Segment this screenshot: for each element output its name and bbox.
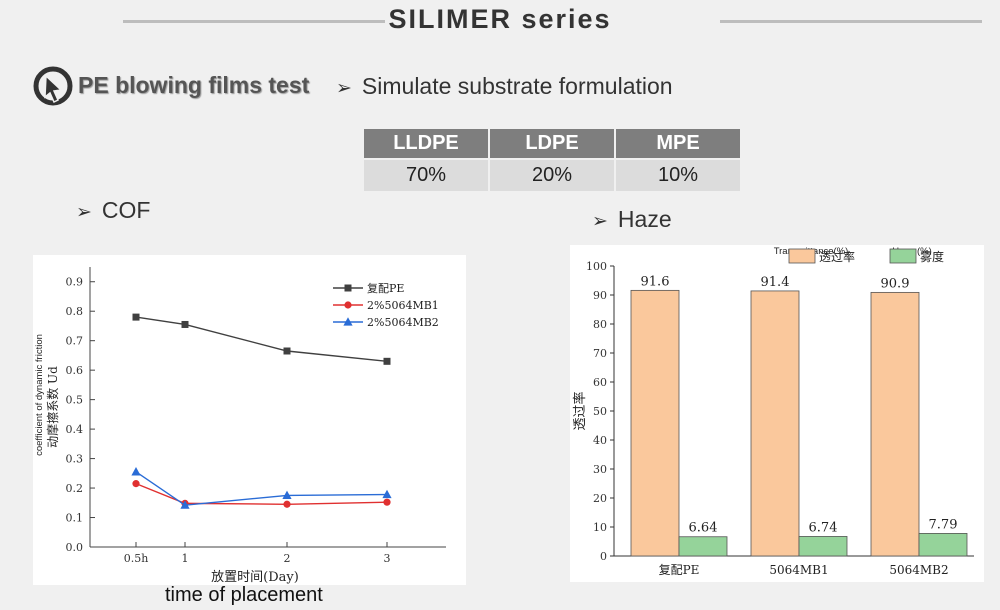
table-header-cell: LLDPE xyxy=(364,129,488,158)
y-tick-label: 0.0 xyxy=(66,541,84,554)
haze-bar-chart: 0 10 20 30 40 50 60 70 80 90 100 透过率 91.6 6.64 复配PE 91.… xyxy=(572,246,974,577)
cof-bullet-text: COF xyxy=(101,197,151,223)
bar-value-label: 6.74 xyxy=(809,520,838,535)
bar xyxy=(870,291,920,557)
bar xyxy=(798,536,848,557)
bar xyxy=(678,536,728,557)
arrow-bullet-icon: ➢ xyxy=(336,78,352,99)
y-tick-label: 10 xyxy=(593,521,607,534)
table-row: 70% 20% 10% xyxy=(364,160,740,191)
y-tick-label: 0.3 xyxy=(66,453,84,466)
bar xyxy=(918,533,968,557)
y-tick-label: 0.1 xyxy=(66,512,84,525)
data-point xyxy=(132,480,140,488)
data-point xyxy=(382,489,392,499)
y-tick-label: 90 xyxy=(593,289,607,302)
data-point xyxy=(283,500,291,508)
section-title: PE blowing films test xyxy=(78,72,310,98)
table-header-cell: MPE xyxy=(616,129,740,158)
legend-marker xyxy=(344,284,352,292)
cof-chart-panel: 0.0 0.1 0.2 0.3 0.4 0.5 0.6 0.7 0.8 0.9 0.5h 1 2 3 放置时… xyxy=(33,255,466,585)
x-tick-label: 3 xyxy=(384,552,391,565)
legend-label: 复配PE xyxy=(367,281,404,295)
legend-marker xyxy=(343,317,353,326)
legend-label: 雾度 xyxy=(920,249,944,264)
data-point xyxy=(131,467,141,476)
y-tick-label: 100 xyxy=(586,260,607,273)
y-tick-label: 30 xyxy=(593,463,607,476)
haze-bullet: ➢ Haze xyxy=(592,206,672,233)
data-point xyxy=(180,500,190,509)
y-tick-label: 50 xyxy=(593,405,607,418)
table-cell: 20% xyxy=(490,160,614,191)
arrow-bullet-icon: ➢ xyxy=(76,202,92,223)
y-tick-label: 0.9 xyxy=(66,276,84,289)
formulation-bullet: ➢ Simulate substrate formulation xyxy=(336,73,673,100)
data-point xyxy=(132,313,140,321)
bar xyxy=(750,290,800,557)
x-tick-label: 1 xyxy=(182,552,189,565)
bar-value-label: 90.9 xyxy=(881,276,910,291)
data-point xyxy=(383,357,391,365)
y-tick-label: 0.6 xyxy=(66,364,84,377)
table-header-row: LLDPE LDPE MPE xyxy=(364,129,740,158)
x-tick-label: 0.5h xyxy=(124,552,149,565)
y-axis-title: 动摩擦系数 Ud xyxy=(45,366,60,448)
y-tick-label: 0.7 xyxy=(66,335,84,348)
y-tick-label: 0 xyxy=(600,550,607,563)
time-of-placement-label: time of placement xyxy=(165,584,323,606)
bar-value-label: 91.6 xyxy=(641,274,670,289)
cursor-circle-icon xyxy=(33,66,73,106)
data-point xyxy=(181,320,189,328)
y-axis-title: 透过率 xyxy=(572,391,588,430)
bar-value-label: 91.4 xyxy=(761,275,790,290)
table-header-cell: LDPE xyxy=(490,129,614,158)
data-point xyxy=(282,490,292,500)
cof-line-chart: 0.0 0.1 0.2 0.3 0.4 0.5 0.6 0.7 0.8 0.9 0.5h 1 2 3 放置时… xyxy=(34,267,446,585)
y-tick-label: 80 xyxy=(593,318,607,331)
y-tick-label: 0.4 xyxy=(66,423,84,436)
formulation-table: LLDPE LDPE MPE 70% 20% 10% xyxy=(362,127,742,193)
series-line xyxy=(135,482,388,505)
bar-value-label: 7.79 xyxy=(929,517,958,532)
table-cell: 70% xyxy=(364,160,488,191)
bar-value-label: 6.64 xyxy=(689,521,718,536)
haze-chart-panel: 0 10 20 30 40 50 60 70 80 90 100 透过率 91.6 6.64 复配PE 91.… xyxy=(570,245,984,582)
formulation-bullet-text: Simulate substrate formulation xyxy=(361,73,673,99)
legend-label: 透过率 xyxy=(819,249,855,264)
series-line xyxy=(135,316,388,363)
y-axis-title-english: coefficient of dynamic friction xyxy=(34,334,45,456)
series-line xyxy=(135,471,388,506)
legend-label: 2%5064MB2 xyxy=(367,316,439,329)
data-point xyxy=(383,498,391,506)
legend-marker xyxy=(344,301,352,309)
y-tick-label: 40 xyxy=(593,434,607,447)
arrow-bullet-icon: ➢ xyxy=(592,211,608,232)
y-tick-label: 70 xyxy=(593,347,607,360)
bar xyxy=(630,289,680,557)
x-tick-label: 5064MB2 xyxy=(889,563,948,577)
x-tick-label: 5064MB1 xyxy=(769,563,828,577)
legend-label: 2%5064MB1 xyxy=(367,299,439,312)
header-line-left xyxy=(123,20,385,23)
x-tick-label: 2 xyxy=(284,552,291,565)
y-tick-label: 0.8 xyxy=(66,305,84,318)
y-tick-label: 0.5 xyxy=(66,394,84,407)
y-tick-label: 60 xyxy=(593,376,607,389)
cof-bullet: ➢ COF xyxy=(76,197,150,224)
table-cell: 10% xyxy=(616,160,740,191)
legend-swatch xyxy=(788,248,816,264)
page-title: SILIMER series xyxy=(388,4,612,34)
haze-bullet-text: Haze xyxy=(617,206,672,232)
y-tick-label: 20 xyxy=(593,492,607,505)
x-tick-label: 复配PE xyxy=(659,563,700,577)
data-point xyxy=(283,347,291,355)
header-line-right xyxy=(720,20,982,23)
x-axis-title: 放置时间(Day) xyxy=(211,570,299,585)
legend-swatch xyxy=(889,248,917,264)
y-tick-label: 0.2 xyxy=(66,482,84,495)
